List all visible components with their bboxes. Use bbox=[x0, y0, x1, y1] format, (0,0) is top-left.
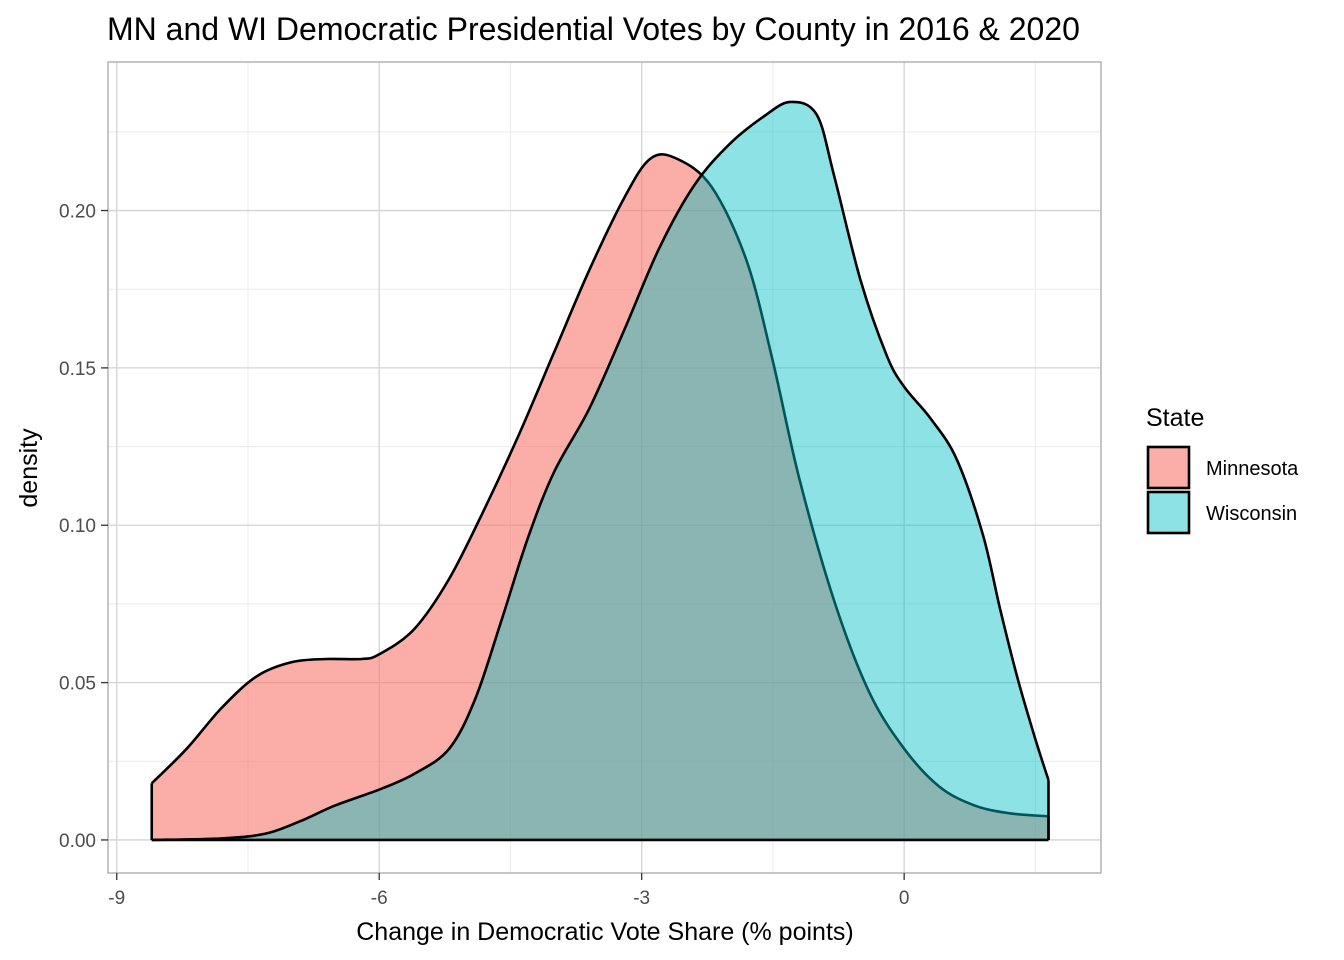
y-tick-label: 0.20 bbox=[59, 202, 96, 223]
legend-title: State bbox=[1146, 404, 1204, 432]
y-tick-label: 0.10 bbox=[59, 516, 96, 537]
x-axis-title: Change in Democratic Vote Share (% point… bbox=[356, 918, 853, 946]
legend-swatch-minnesota bbox=[1146, 445, 1191, 490]
legend: State Minnesota Wisconsin bbox=[1146, 404, 1299, 535]
density-area-minnesota bbox=[151, 154, 1049, 840]
panel-border bbox=[107, 61, 1102, 874]
y-tick-label: 0.00 bbox=[59, 831, 96, 852]
legend-swatch-wisconsin bbox=[1146, 490, 1191, 535]
density-outline-minnesota bbox=[150, 153, 1049, 818]
x-axis-ticks: -9 -6 -3 0 bbox=[108, 873, 909, 909]
legend-label-wisconsin: Wisconsin bbox=[1206, 503, 1297, 525]
y-axis-ticks: 0.00 0.05 0.10 0.15 0.20 bbox=[59, 202, 108, 852]
x-tick-label: 0 bbox=[899, 888, 910, 909]
legend-key-bg-wisconsin bbox=[1147, 491, 1190, 534]
density-outline-wisconsin bbox=[151, 100, 1050, 842]
y-tick-label: 0.15 bbox=[59, 359, 96, 380]
y-axis-title: density bbox=[15, 428, 43, 508]
x-tick-label: -9 bbox=[108, 888, 125, 909]
x-tick-label: -6 bbox=[371, 888, 388, 909]
y-tick-label: 0.05 bbox=[59, 674, 96, 695]
x-tick-label: -3 bbox=[633, 888, 650, 909]
density-area-wisconsin bbox=[151, 101, 1049, 840]
density-areas bbox=[150, 100, 1050, 842]
chart-title: MN and WI Democratic Presidential Votes … bbox=[107, 11, 1080, 47]
legend-label-minnesota: Minnesota bbox=[1206, 458, 1299, 480]
legend-items: Minnesota Wisconsin bbox=[1146, 445, 1299, 535]
